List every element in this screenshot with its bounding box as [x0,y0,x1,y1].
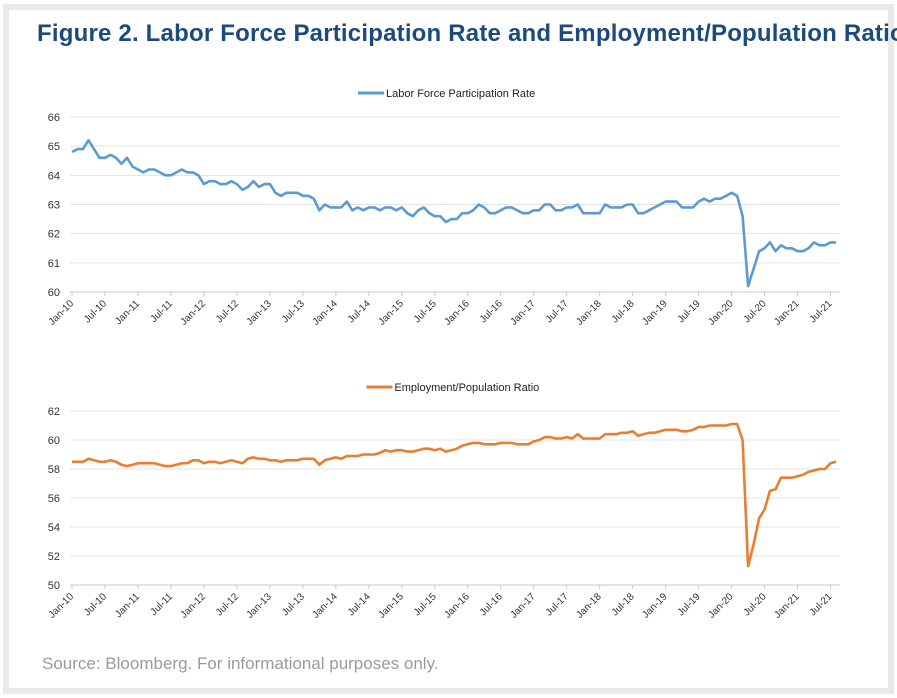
x-tick-label: Jul-15 [412,591,439,618]
x-tick-label: Jul-21 [808,298,835,325]
legend-label: Employment/Population Ratio [394,382,539,394]
x-tick-label: Jan-18 [574,298,604,328]
x-tick-label: Jan-15 [377,298,407,328]
x-tick-label: Jul-20 [742,591,769,618]
x-tick-label: Jan-17 [508,298,538,328]
x-tick-label: Jan-16 [442,591,472,621]
x-tick-label: Jan-15 [377,591,407,621]
x-tick-label: Jul-12 [214,591,241,618]
x-tick-label: Jan-14 [311,298,341,328]
y-tick-label: 66 [48,112,60,124]
y-tick-label: 65 [48,141,60,153]
series-line [71,139,836,288]
x-tick-label: Jul-14 [346,298,373,325]
x-tick-label: Jan-12 [179,591,209,621]
x-tick-label: Jul-18 [610,298,637,325]
x-tick-label: Jul-15 [412,298,439,325]
x-tick-label: Jul-17 [544,298,571,325]
x-tick-label: Jul-16 [478,591,505,618]
x-tick-label: Jan-11 [113,591,142,620]
y-tick-label: 54 [48,522,60,534]
y-tick-label: 50 [48,580,60,592]
x-tick-label: Jul-19 [676,298,703,325]
x-tick-label: Jul-21 [808,591,835,618]
source-note: Source: Bloomberg. For informational pur… [42,654,439,673]
x-tick-label: Jan-16 [442,298,472,328]
legend-label: Labor Force Participation Rate [386,88,535,100]
x-tick-label: Jan-21 [772,298,802,328]
x-tick-label: Jul-16 [478,298,505,325]
x-tick-label: Jan-10 [47,298,77,328]
x-tick-label: Jan-18 [574,591,604,621]
x-tick-label: Jan-19 [640,298,670,328]
x-tick-label: Jan-11 [113,298,142,327]
x-tick-label: Jul-19 [676,591,703,618]
x-tick-label: Jan-19 [640,591,670,621]
x-tick-label: Jul-13 [280,591,307,618]
x-tick-label: Jan-17 [508,591,538,621]
x-tick-label: Jul-10 [82,591,109,618]
legend: Employment/Population Ratio [366,382,539,394]
x-tick-label: Jul-14 [346,591,373,618]
y-tick-label: 52 [48,551,60,563]
y-tick-label: 64 [48,170,60,182]
x-tick-label: Jan-12 [179,298,209,328]
x-tick-label: Jul-11 [149,591,176,618]
x-tick-label: Jan-21 [772,591,802,621]
y-tick-label: 62 [48,406,60,418]
x-tick-label: Jan-13 [245,591,275,621]
x-tick-label: Jul-10 [82,298,109,325]
y-tick-label: 56 [48,493,60,505]
x-tick-label: Jul-11 [149,298,176,325]
x-tick-label: Jul-13 [280,298,307,325]
x-tick-label: Jul-12 [214,298,241,325]
y-tick-label: 60 [48,287,60,299]
x-tick-label: Jan-10 [47,591,77,621]
x-tick-label: Jul-20 [742,298,769,325]
y-tick-label: 61 [48,258,60,270]
y-tick-label: 63 [48,200,60,212]
y-tick-label: 60 [48,435,60,447]
figure-frame [3,4,894,694]
x-tick-label: Jul-18 [610,591,637,618]
x-tick-label: Jul-17 [544,591,571,618]
y-tick-label: 58 [48,464,60,476]
x-tick-label: Jan-13 [245,298,275,328]
legend: Labor Force Participation Rate [358,88,535,100]
x-tick-label: Jan-20 [706,298,736,328]
y-tick-label: 62 [48,229,60,241]
series-line [72,422,837,568]
figure-title: Figure 2. Labor Force Participation Rate… [37,20,897,47]
x-tick-label: Jan-14 [311,591,341,621]
x-tick-label: Jan-20 [706,591,736,621]
